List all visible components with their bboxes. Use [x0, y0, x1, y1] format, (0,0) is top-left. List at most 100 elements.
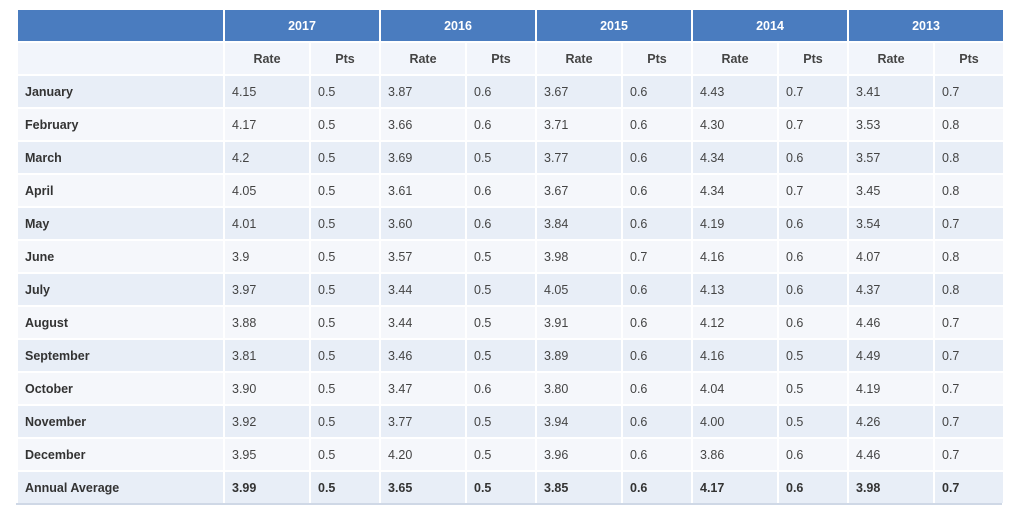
- pts-cell: 0.5: [779, 340, 847, 371]
- rates-table: 2017 2016 2015 2014 2013 Rate Pts Rate P…: [16, 8, 1005, 505]
- rate-cell: 3.81: [225, 340, 309, 371]
- rate-cell: 4.19: [849, 373, 933, 404]
- rate-cell: 4.07: [849, 241, 933, 272]
- pts-cell: 0.8: [935, 241, 1003, 272]
- pts-cell: 0.5: [311, 76, 379, 107]
- rate-cell: 4.13: [693, 274, 777, 305]
- rate-cell: 4.30: [693, 109, 777, 140]
- rate-cell: 4.15: [225, 76, 309, 107]
- rate-cell: 4.46: [849, 439, 933, 470]
- rate-cell: 4.04: [693, 373, 777, 404]
- pts-cell: 0.6: [467, 208, 535, 239]
- pts-cell: 0.6: [467, 76, 535, 107]
- pts-cell: 0.7: [935, 76, 1003, 107]
- rate-cell: 4.46: [849, 307, 933, 338]
- rate-cell: 4.37: [849, 274, 933, 305]
- month-label: November: [18, 406, 223, 437]
- pts-cell: 0.6: [779, 241, 847, 272]
- pts-cell: 0.7: [779, 109, 847, 140]
- pts-cell: 0.7: [779, 76, 847, 107]
- pts-cell: 0.6: [779, 307, 847, 338]
- rate-cell: 3.47: [381, 373, 465, 404]
- avg-rate-cell: 3.98: [849, 472, 933, 503]
- rate-cell: 4.16: [693, 340, 777, 371]
- rate-cell: 3.80: [537, 373, 621, 404]
- rate-cell: 3.77: [381, 406, 465, 437]
- rate-cell: 4.01: [225, 208, 309, 239]
- pts-cell: 0.5: [779, 406, 847, 437]
- pts-cell: 0.5: [467, 439, 535, 470]
- pts-cell: 0.6: [623, 208, 691, 239]
- pts-cell: 0.5: [311, 109, 379, 140]
- month-label: February: [18, 109, 223, 140]
- pts-cell: 0.6: [623, 406, 691, 437]
- rate-cell: 3.61: [381, 175, 465, 206]
- rate-cell: 4.2: [225, 142, 309, 173]
- rate-cell: 4.49: [849, 340, 933, 371]
- rate-column-header: Rate: [225, 43, 309, 74]
- rate-cell: 3.53: [849, 109, 933, 140]
- pts-cell: 0.7: [935, 208, 1003, 239]
- pts-cell: 0.6: [779, 142, 847, 173]
- subheader-row: Rate Pts Rate Pts Rate Pts Rate Pts Rate…: [18, 43, 1003, 74]
- rate-cell: 3.44: [381, 307, 465, 338]
- rate-cell: 3.66: [381, 109, 465, 140]
- rates-table-container: 2017 2016 2015 2014 2013 Rate Pts Rate P…: [16, 8, 1005, 505]
- rate-column-header: Rate: [537, 43, 621, 74]
- year-header-row: 2017 2016 2015 2014 2013: [18, 10, 1003, 41]
- pts-cell: 0.7: [623, 241, 691, 272]
- rate-cell: 3.57: [381, 241, 465, 272]
- pts-cell: 0.5: [467, 274, 535, 305]
- rate-cell: 3.54: [849, 208, 933, 239]
- year-header: 2014: [693, 10, 847, 41]
- table-body: January 4.15 0.5 3.87 0.6 3.67 0.6 4.43 0.7 3.41 0…: [18, 76, 1003, 503]
- rate-cell: 3.44: [381, 274, 465, 305]
- pts-cell: 0.5: [467, 340, 535, 371]
- rate-cell: 3.67: [537, 175, 621, 206]
- pts-cell: 0.5: [311, 142, 379, 173]
- table-bottom-divider: [16, 503, 1002, 505]
- pts-cell: 0.7: [935, 340, 1003, 371]
- month-label: May: [18, 208, 223, 239]
- pts-cell: 0.5: [311, 274, 379, 305]
- month-column-header: [18, 43, 223, 74]
- rate-cell: 3.86: [693, 439, 777, 470]
- pts-cell: 0.7: [935, 373, 1003, 404]
- rate-cell: 4.43: [693, 76, 777, 107]
- pts-cell: 0.5: [467, 241, 535, 272]
- pts-cell: 0.8: [935, 274, 1003, 305]
- rate-cell: 3.98: [537, 241, 621, 272]
- month-label: December: [18, 439, 223, 470]
- pts-cell: 0.6: [623, 76, 691, 107]
- table-row: June 3.9 0.5 3.57 0.5 3.98 0.7 4.16 0.6 4.07 0.8: [18, 241, 1003, 272]
- pts-cell: 0.5: [311, 241, 379, 272]
- year-header: 2013: [849, 10, 1003, 41]
- pts-cell: 0.7: [935, 439, 1003, 470]
- pts-cell: 0.6: [623, 274, 691, 305]
- rate-cell: 3.88: [225, 307, 309, 338]
- pts-cell: 0.7: [779, 175, 847, 206]
- annual-average-row: Annual Average 3.99 0.5 3.65 0.5 3.85 0.…: [18, 472, 1003, 503]
- pts-cell: 0.6: [467, 175, 535, 206]
- pts-cell: 0.6: [623, 142, 691, 173]
- table-row: July 3.97 0.5 3.44 0.5 4.05 0.6 4.13 0.6 4.37 0.8: [18, 274, 1003, 305]
- rate-cell: 3.46: [381, 340, 465, 371]
- avg-pts-cell: 0.6: [623, 472, 691, 503]
- table-row: May 4.01 0.5 3.60 0.6 3.84 0.6 4.19 0.6 3.54 0.7: [18, 208, 1003, 239]
- pts-cell: 0.5: [311, 175, 379, 206]
- pts-column-header: Pts: [935, 43, 1003, 74]
- rate-cell: 3.41: [849, 76, 933, 107]
- rate-cell: 4.26: [849, 406, 933, 437]
- table-row: March 4.2 0.5 3.69 0.5 3.77 0.6 4.34 0.6 3.57 0.8: [18, 142, 1003, 173]
- month-label: July: [18, 274, 223, 305]
- pts-cell: 0.6: [779, 208, 847, 239]
- avg-pts-cell: 0.5: [467, 472, 535, 503]
- pts-column-header: Pts: [623, 43, 691, 74]
- pts-cell: 0.8: [935, 109, 1003, 140]
- rate-column-header: Rate: [693, 43, 777, 74]
- rate-cell: 4.17: [225, 109, 309, 140]
- pts-column-header: Pts: [467, 43, 535, 74]
- table-row: August 3.88 0.5 3.44 0.5 3.91 0.6 4.12 0.6 4.46 0.…: [18, 307, 1003, 338]
- avg-pts-cell: 0.6: [779, 472, 847, 503]
- table-row: February 4.17 0.5 3.66 0.6 3.71 0.6 4.30 0.7 3.53…: [18, 109, 1003, 140]
